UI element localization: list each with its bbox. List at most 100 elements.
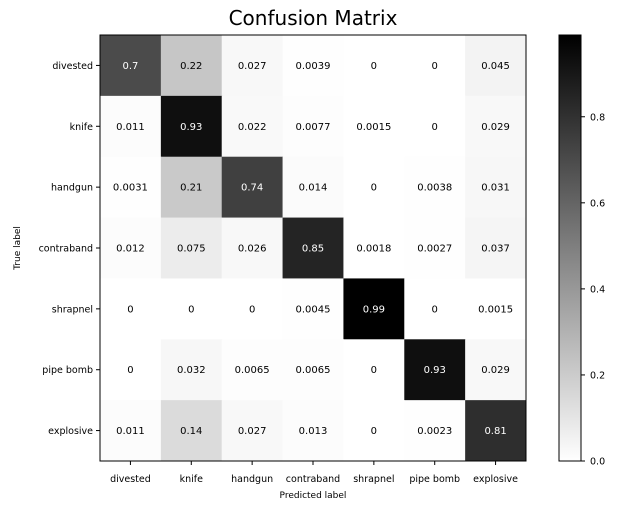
heatmap-cell — [221, 278, 284, 340]
heatmap-cell — [282, 339, 344, 401]
y-axis-ticks: divested knife handgun contraband shrapnel pi… — [39, 61, 100, 437]
heatmap-cell — [465, 400, 527, 462]
x-axis-label: Predicted label — [280, 491, 347, 501]
cell-value-label: 0.7 — [122, 61, 138, 72]
colorbar-ticks: 0.0 0.2 0.4 0.6 0.8 — [581, 112, 605, 468]
heatmap-cell — [160, 278, 223, 340]
heatmap-cell — [100, 339, 162, 401]
heatmap-cell — [343, 95, 405, 158]
heatmap-cell — [100, 278, 162, 340]
cell-value-label: 0 — [127, 304, 133, 315]
cell-value-label: 0.011 — [116, 122, 145, 133]
cell-value-label: 0 — [432, 304, 438, 315]
heatmap-cell — [404, 35, 466, 97]
heatmap-cell — [221, 95, 284, 158]
cell-value-label: 0.21 — [180, 183, 202, 194]
cell-value-label: 0 — [371, 426, 377, 437]
heatmap-cell — [404, 278, 466, 340]
heatmap-cell — [343, 35, 405, 97]
heatmap-cell — [160, 156, 223, 219]
cell-value-label: 0 — [371, 61, 377, 72]
y-tick-label: explosive — [48, 426, 93, 437]
heatmap-cell — [465, 217, 527, 279]
x-tick-label: pipe bomb — [409, 474, 460, 485]
cell-value-label: 0.031 — [481, 183, 510, 194]
cell-value-label: 0.14 — [180, 426, 202, 437]
heatmap-cell — [465, 95, 527, 158]
cell-value-label: 0.93 — [180, 122, 202, 133]
heatmap-cell — [404, 339, 466, 401]
heatmap-cell — [100, 95, 162, 158]
colorbar-tick-label: 0.8 — [590, 112, 605, 123]
cell-value-label: 0.0027 — [417, 244, 452, 255]
heatmap-cell — [465, 339, 527, 401]
cell-value-label: 0.011 — [116, 426, 145, 437]
cell-value-label: 0 — [371, 183, 377, 194]
x-axis-ticks: divested knife handgun contraband shrapnel pi… — [110, 461, 518, 485]
heatmap-cell — [221, 217, 284, 279]
y-tick-label: pipe bomb — [42, 365, 93, 376]
cell-value-label: 0.0023 — [417, 426, 452, 437]
heatmap-cell — [282, 400, 344, 462]
cell-value-label: 0 — [127, 365, 133, 376]
cell-value-label: 0.0039 — [296, 61, 331, 72]
heatmap-cell — [221, 400, 284, 462]
cell-value-label: 0.93 — [424, 365, 446, 376]
cell-value-label: 0.85 — [302, 244, 324, 255]
heatmap-cell — [282, 35, 344, 97]
heatmap-cell — [404, 400, 466, 462]
heatmap-cell — [221, 35, 284, 97]
cell-value-label: 0.0031 — [113, 183, 148, 194]
cell-value-label: 0.029 — [481, 122, 510, 133]
heatmap-cell — [160, 35, 223, 97]
heatmap-cell — [465, 156, 527, 219]
colorbar-tick-label: 0.2 — [590, 370, 605, 381]
heatmap-cell — [465, 278, 527, 340]
cell-value-label: 0.0065 — [235, 365, 270, 376]
heatmap-cell — [465, 35, 527, 97]
y-tick-label: divested — [52, 61, 93, 72]
cell-value-label: 0.0038 — [417, 183, 452, 194]
cell-value-label: 0.81 — [484, 426, 506, 437]
heatmap-cell — [404, 217, 466, 279]
heatmap-cell — [100, 400, 162, 462]
cell-value-label: 0.027 — [238, 426, 267, 437]
heatmap-cell — [100, 35, 162, 97]
cell-value-label: 0 — [432, 61, 438, 72]
cell-value-label: 0.029 — [481, 365, 510, 376]
heatmap-cell — [343, 217, 405, 279]
heatmap-cell — [404, 95, 466, 158]
cell-value-label: 0.014 — [299, 183, 328, 194]
cell-value-label: 0.032 — [177, 365, 206, 376]
x-tick-label: contraband — [286, 474, 340, 485]
cell-value-label: 0 — [371, 365, 377, 376]
cell-value-label: 0.0065 — [296, 365, 331, 376]
heatmap-cell — [221, 339, 284, 401]
heatmap-cell — [404, 156, 466, 219]
heatmap-cell — [160, 217, 223, 279]
heatmap-cell — [282, 278, 344, 340]
heatmap-cell — [100, 156, 162, 219]
heatmap-cell — [100, 217, 162, 279]
y-tick-label: shrapnel — [52, 304, 93, 315]
cell-value-label: 0.99 — [363, 304, 385, 315]
heatmap-cell — [221, 156, 284, 219]
cell-value-label: 0.0077 — [296, 122, 331, 133]
y-tick-label: knife — [70, 122, 94, 133]
cell-value-label: 0.013 — [299, 426, 328, 437]
x-tick-label: explosive — [473, 474, 518, 485]
x-tick-label: divested — [110, 474, 151, 485]
cell-value-label: 0.74 — [241, 183, 263, 194]
colorbar — [558, 34, 582, 462]
colorbar-tick-label: 0.0 — [590, 457, 605, 468]
cell-value-label: 0.026 — [238, 244, 267, 255]
cell-value-label: 0 — [432, 122, 438, 133]
cell-value-label: 0.0018 — [356, 244, 391, 255]
x-tick-label: handgun — [231, 474, 273, 485]
cell-value-label: 0.037 — [481, 244, 510, 255]
heatmap-cell — [282, 95, 344, 158]
heatmap-cell — [160, 339, 223, 401]
heatmap-cell — [282, 217, 344, 279]
